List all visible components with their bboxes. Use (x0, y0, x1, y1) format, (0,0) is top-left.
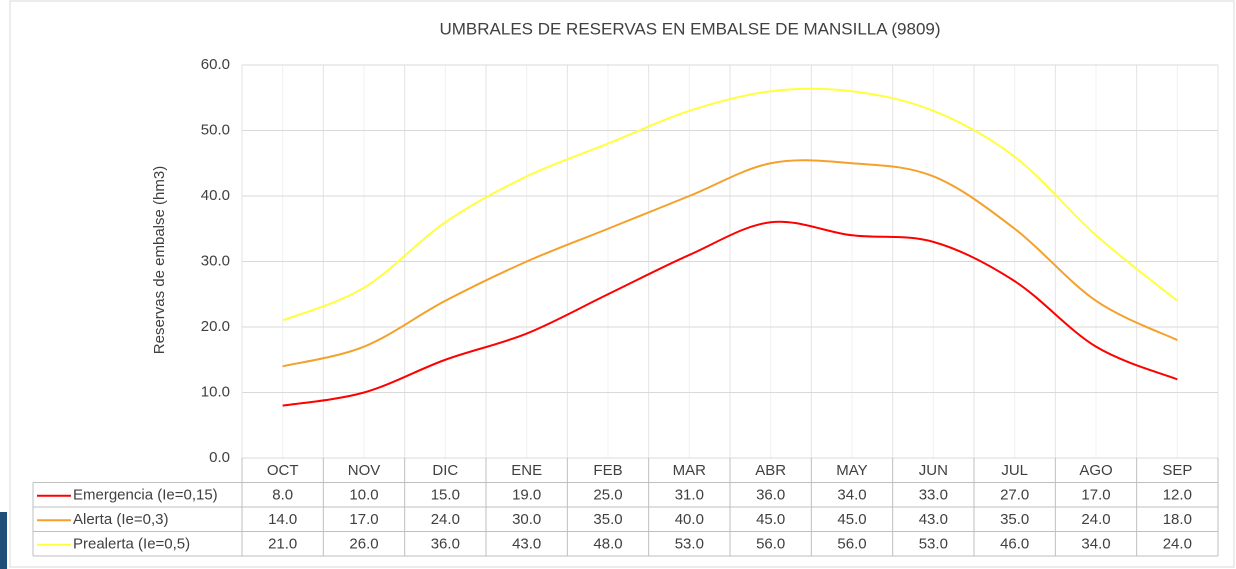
table-value: 24.0 (431, 511, 460, 528)
table-value: 19.0 (512, 487, 541, 504)
table-value: 26.0 (349, 536, 378, 553)
legend-entry: Alerta (Ie=0,3) (73, 511, 168, 528)
table-value: 34.0 (1081, 536, 1110, 553)
y-tick-label: 40.0 (201, 187, 230, 204)
x-tick-label: ABR (755, 462, 786, 479)
y-tick-label: 20.0 (201, 318, 230, 335)
table-value: 45.0 (756, 511, 785, 528)
series-line (282, 87, 1178, 322)
table-value: 24.0 (1081, 511, 1110, 528)
legend-entry: Emergencia (Ie=0,15) (73, 487, 218, 504)
table-value: 36.0 (431, 536, 460, 553)
x-tick-label: AGO (1079, 462, 1112, 479)
y-axis-label: Reservas de embalse (hm3) (151, 166, 168, 354)
table-value: 35.0 (593, 511, 622, 528)
table-value: 31.0 (675, 487, 704, 504)
chart-title: UMBRALES DE RESERVAS EN EMBALSE DE MANSI… (439, 19, 940, 38)
table-value: 25.0 (593, 487, 622, 504)
series-line (282, 220, 1178, 407)
x-tick-label: OCT (267, 462, 299, 479)
table-value: 12.0 (1163, 487, 1192, 504)
x-tick-label: FEB (593, 462, 622, 479)
table-value: 33.0 (919, 487, 948, 504)
table-value: 17.0 (349, 511, 378, 528)
x-tick-label: NOV (348, 462, 381, 479)
table-value: 56.0 (837, 536, 866, 553)
x-tick-label: MAY (836, 462, 867, 479)
table-value: 35.0 (1000, 511, 1029, 528)
legend-entry: Prealerta (Ie=0,5) (73, 536, 190, 553)
table-value: 45.0 (837, 511, 866, 528)
x-tick-label: DIC (432, 462, 458, 479)
table-value: 56.0 (756, 536, 785, 553)
x-tick-label: SEP (1162, 462, 1192, 479)
side-decoration (0, 512, 7, 569)
table-value: 18.0 (1163, 511, 1192, 528)
table-value: 36.0 (756, 487, 785, 504)
y-tick-label: 30.0 (201, 252, 230, 269)
series-line (282, 159, 1178, 368)
table-value: 43.0 (919, 511, 948, 528)
x-tick-label: MAR (673, 462, 707, 479)
y-tick-label: 50.0 (201, 121, 230, 138)
table-value: 48.0 (593, 536, 622, 553)
table-value: 24.0 (1163, 536, 1192, 553)
x-tick-label: JUL (1001, 462, 1028, 479)
table-value: 10.0 (349, 487, 378, 504)
x-tick-label: JUN (919, 462, 948, 479)
y-tick-label: 60.0 (201, 56, 230, 73)
table-value: 46.0 (1000, 536, 1029, 553)
table-value: 30.0 (512, 511, 541, 528)
table-value: 53.0 (675, 536, 704, 553)
y-tick-label: 10.0 (201, 383, 230, 400)
x-tick-label: ENE (511, 462, 542, 479)
table-value: 15.0 (431, 487, 460, 504)
table-value: 14.0 (268, 511, 297, 528)
table-value: 21.0 (268, 536, 297, 553)
table-value: 34.0 (837, 487, 866, 504)
table-value: 53.0 (919, 536, 948, 553)
table-value: 43.0 (512, 536, 541, 553)
chart-border (9, 0, 1235, 568)
table-value: 27.0 (1000, 487, 1029, 504)
table-value: 8.0 (272, 487, 293, 504)
table-value: 40.0 (675, 511, 704, 528)
table-value: 17.0 (1081, 487, 1110, 504)
y-tick-label: 0.0 (209, 449, 230, 466)
